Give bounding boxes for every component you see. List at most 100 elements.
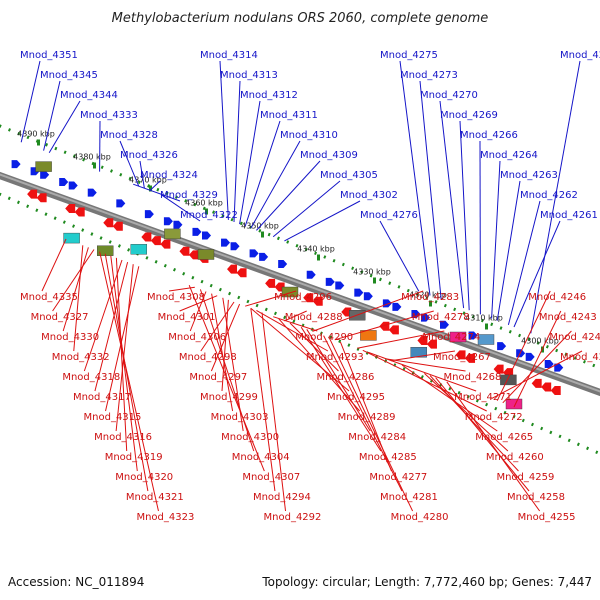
reverse-gene [27, 189, 38, 199]
callout-line [256, 160, 321, 231]
reverse-gene [150, 236, 161, 246]
callout-line [250, 140, 301, 229]
callout-line [62, 247, 89, 332]
reverse-gene [417, 336, 428, 346]
callout-line [312, 290, 424, 332]
gene-label: Mnod_4278 [412, 312, 470, 323]
topology-summary: Topology: circular; Length: 7,772,460 bp… [261, 575, 592, 589]
callout-line [278, 318, 361, 412]
gene-label: Mnod_4332 [52, 352, 110, 363]
gene-label: Mnod_4258 [507, 492, 565, 503]
gene-label: Mnod_4280 [391, 512, 449, 523]
reverse-gene [465, 353, 476, 363]
gene-label: Mnod_4298 [179, 352, 237, 363]
callout-line [507, 200, 541, 326]
callout-line [496, 290, 551, 401]
reverse-gene [236, 268, 247, 278]
gene-label: Mnod_4335 [20, 292, 78, 303]
callout-line [105, 266, 140, 412]
gene-label: Mnod_4271 [454, 392, 512, 403]
reverse-gene [550, 386, 561, 396]
gene-label: Mnod_4264 [480, 150, 538, 161]
tick-mark [317, 254, 320, 261]
forward-gene [440, 320, 449, 329]
forward-gene [468, 331, 478, 340]
gene-label: Mnod_4321 [126, 492, 184, 503]
callout-line [99, 251, 159, 512]
callout-line [491, 160, 501, 319]
callout-line [401, 364, 498, 432]
forward-gene [420, 313, 430, 322]
reverse-gene [388, 325, 399, 335]
callout-line [379, 220, 420, 292]
forward-gene [335, 281, 345, 290]
callout-line [496, 180, 521, 321]
gene-block [281, 286, 299, 298]
gene-label: Mnod_4246 [528, 292, 586, 303]
callout-line [110, 255, 138, 472]
gene-label: Mnod_4296 [274, 292, 332, 303]
gene-label: Mnod_4297 [189, 372, 247, 383]
gene-label: Mnod_4275 [380, 50, 438, 61]
forward-gene [163, 217, 173, 226]
tick-label: 4380 kbp [73, 153, 111, 162]
reverse-gene [179, 246, 190, 256]
gene-label: Mnod_4315 [84, 412, 142, 423]
callout-line [115, 257, 128, 452]
gene-label: Mnod_4345 [40, 70, 98, 81]
gene-label: Mnod_4311 [260, 110, 318, 121]
callout-line [390, 350, 456, 362]
gene-label: Mnod_4312 [240, 90, 298, 101]
gene-block [500, 374, 517, 386]
gene-label: Mnod_4299 [200, 392, 258, 403]
callout-line [245, 290, 297, 307]
gene-label: Mnod_4303 [211, 412, 269, 423]
gene-label: Mnod_4333 [80, 110, 138, 121]
tick-mark [261, 231, 264, 238]
gene-features [11, 160, 564, 410]
gene-label: Mnod_4245 [549, 332, 600, 343]
tick-label: 4310 kbp [465, 314, 503, 323]
callout-line [43, 80, 61, 151]
gene-label: Mnod_4327 [31, 312, 89, 323]
tick-mark [93, 162, 96, 169]
callout-line [284, 200, 361, 242]
gene-label: Mnod_4305 [320, 170, 378, 181]
gene-label: Mnod_4316 [94, 432, 152, 443]
callout-line [261, 312, 287, 512]
callout-line [300, 326, 382, 452]
callout-line [439, 100, 465, 309]
forward-gene [192, 227, 202, 236]
forward-gene [525, 352, 535, 361]
callout-line [491, 350, 583, 400]
callout-line [513, 220, 561, 328]
gene-label: Mnod_4306 [168, 332, 226, 343]
gene-label: Mnod_4265 [475, 432, 533, 443]
gene-label: Mnod_4304 [232, 452, 290, 463]
tick-mark [205, 208, 208, 215]
reverse-gene-callouts: Mnod_4335 Mnod_4327 Mnod_4330 Mnod_4332 Mnod… [20, 238, 600, 523]
accession-text: Accession: NC_011894 [8, 575, 144, 589]
reverse-gene [426, 339, 437, 349]
tick-label: 4370 kbp [129, 176, 167, 185]
forward-gene [392, 302, 402, 311]
callout-line [272, 180, 341, 238]
gene-label: Mnod_4289 [338, 412, 396, 423]
callout-line [73, 245, 84, 352]
reverse-gene [112, 221, 123, 231]
callout-line [419, 80, 442, 300]
gene-block [449, 331, 467, 343]
gene-label: Mnod_4351 [20, 50, 78, 61]
gene-label: Mnod_4288 [285, 312, 343, 323]
gene-label: Mnod_4270 [420, 90, 478, 101]
gene-label: Mnod_4317 [73, 392, 131, 403]
backbone-highlight [0, 173, 600, 393]
reverse-gene [103, 218, 114, 228]
callout-line [399, 60, 431, 296]
gene-label: Mnod_4268 [444, 372, 502, 383]
forward-gene [173, 220, 183, 229]
callout-line [357, 330, 445, 349]
map-title: Methylobacterium nodulans ORS 2060, comp… [112, 11, 489, 26]
tick-label: 4300 kbp [521, 337, 559, 346]
gene-block [477, 334, 495, 345]
